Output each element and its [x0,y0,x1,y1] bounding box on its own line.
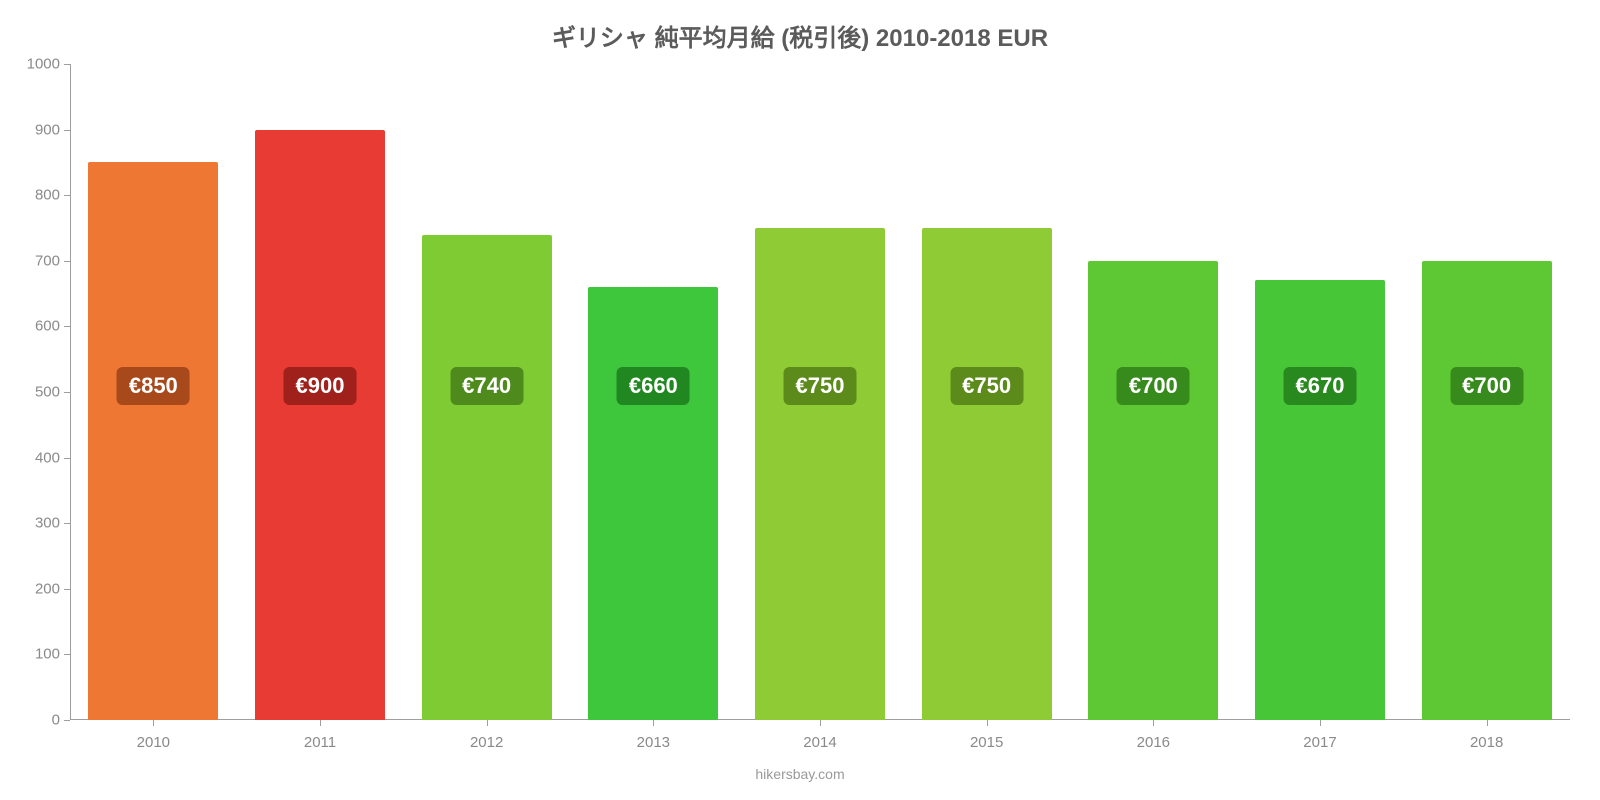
x-tick-label: 2015 [970,734,1003,751]
y-tick-label: 700 [35,252,60,269]
y-tick-mark [64,326,70,327]
y-tick-label: 800 [35,187,60,204]
y-tick-label: 0 [52,712,60,729]
bar-value-label: €750 [950,367,1023,405]
x-tick-mark [987,720,988,726]
y-tick-mark [64,458,70,459]
x-tick-label: 2011 [304,734,336,751]
x-tick-label: 2014 [803,734,836,751]
y-tick-mark [64,261,70,262]
x-tick-mark [487,720,488,726]
y-tick-label: 1000 [27,56,60,73]
x-tick-mark [320,720,321,726]
y-tick-mark [64,64,70,65]
bar-slot: €7402012 [403,64,570,720]
x-tick-mark [1487,720,1488,726]
x-tick-mark [820,720,821,726]
bar [755,228,885,720]
bar-slot: €6602013 [570,64,737,720]
x-tick-label: 2016 [1137,734,1170,751]
chart-title: ギリシャ 純平均月給 (税引後) 2010-2018 EUR [0,18,1600,53]
bar [588,287,718,720]
y-tick-label: 300 [35,515,60,532]
bars-row: €8502010€9002011€7402012€6602013€7502014… [70,64,1570,720]
y-tick-mark [64,392,70,393]
bar-value-label: €750 [784,367,857,405]
y-tick-label: 100 [35,646,60,663]
x-tick-label: 2010 [137,734,170,751]
bar-slot: €7502015 [903,64,1070,720]
bar-value-label: €700 [1117,367,1190,405]
y-tick-mark [64,195,70,196]
x-tick-label: 2012 [470,734,503,751]
y-tick-label: 900 [35,121,60,138]
bar-slot: €9002011 [237,64,404,720]
x-tick-mark [1320,720,1321,726]
bar-value-label: €670 [1284,367,1357,405]
bar-value-label: €850 [117,367,190,405]
y-tick-mark [64,523,70,524]
y-tick-label: 500 [35,384,60,401]
y-tick-mark [64,720,70,721]
bar-slot: €7502014 [737,64,904,720]
bar-value-label: €900 [284,367,357,405]
bar-value-label: €740 [450,367,523,405]
y-tick-mark [64,654,70,655]
y-tick-label: 600 [35,318,60,335]
x-tick-label: 2018 [1470,734,1503,751]
y-tick-label: 200 [35,580,60,597]
x-tick-mark [153,720,154,726]
x-tick-label: 2013 [637,734,670,751]
bar-slot: €7002018 [1403,64,1570,720]
bar-value-label: €700 [1450,367,1523,405]
bar [1088,261,1218,720]
y-tick-label: 400 [35,449,60,466]
x-tick-mark [1153,720,1154,726]
bar [422,235,552,720]
bar [255,130,385,720]
bar-slot: €8502010 [70,64,237,720]
attribution: hikersbay.com [0,766,1600,782]
bar [1255,280,1385,720]
bar-slot: €6702017 [1237,64,1404,720]
x-tick-mark [653,720,654,726]
bar-slot: €7002016 [1070,64,1237,720]
bar [922,228,1052,720]
plot-area: €8502010€9002011€7402012€6602013€7502014… [70,64,1570,720]
salary-chart: ギリシャ 純平均月給 (税引後) 2010-2018 EUR €8502010€… [0,0,1600,800]
bar-value-label: €660 [617,367,690,405]
bar [1422,261,1552,720]
bar [88,162,218,720]
y-tick-mark [64,130,70,131]
y-tick-mark [64,589,70,590]
x-tick-label: 2017 [1303,734,1336,751]
